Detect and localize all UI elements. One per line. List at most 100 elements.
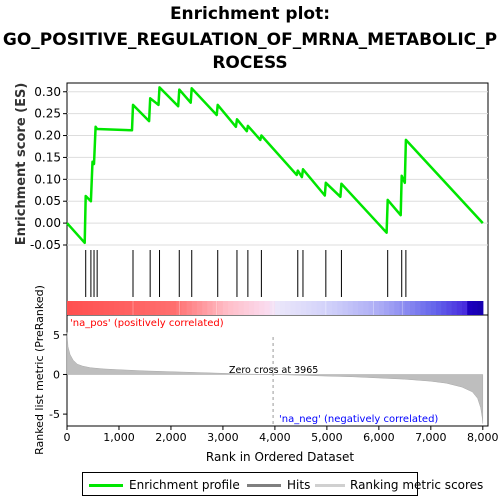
colorbar-segment [394, 301, 401, 315]
colorbar-segment [280, 301, 286, 315]
legend-hits-label: Hits [287, 478, 311, 492]
colorbar-segment [378, 301, 385, 315]
colorbar-segment [472, 301, 479, 315]
colorbar-segment [103, 301, 110, 315]
colorbar-segment [238, 301, 245, 315]
colorbar-segment [77, 301, 84, 315]
colorbar-segment [352, 301, 359, 315]
colorbar-segment [254, 301, 260, 315]
colorbar-segment [170, 301, 177, 315]
colorbar-segment [326, 301, 333, 315]
colorbar-segment [389, 301, 396, 315]
colorbar-segment [321, 301, 328, 315]
colorbar-segment [134, 301, 141, 315]
colorbar-segment [404, 301, 411, 315]
legend-es-label: Enrichment profile [129, 478, 240, 492]
colorbar-segment [82, 301, 89, 315]
colorbar-segment [243, 301, 250, 315]
colorbar-segment [425, 301, 432, 315]
colorbar-segment [124, 301, 130, 315]
colorbar-segment [456, 301, 463, 315]
colorbar-segment [202, 301, 208, 315]
legend-es-swatch [89, 484, 123, 487]
es-y-tick-label: 0.10 [34, 172, 61, 186]
colorbar-segment [373, 301, 380, 315]
x-tick-label: 2,000 [155, 431, 187, 444]
colorbar-segment [477, 301, 484, 315]
colorbar-segment [160, 301, 167, 315]
colorbar-segment [87, 301, 94, 315]
legend-metric-label: Ranking metric scores [350, 478, 484, 492]
colorbar-segment [233, 301, 240, 315]
colorbar-segment [415, 301, 422, 315]
colorbar-segment [462, 301, 468, 315]
x-tick-label: 4,000 [259, 431, 291, 444]
colorbar-segment [139, 301, 146, 315]
colorbar-segment [410, 301, 416, 315]
colorbar-segment [165, 301, 172, 315]
colorbar-segment [212, 301, 219, 315]
x-tick-label: 6,000 [363, 431, 395, 444]
pos-label: 'na_pos' (positively correlated) [70, 318, 224, 329]
colorbar-segment [446, 301, 453, 315]
colorbar-segment [259, 301, 266, 315]
es-y-tick-label: 0.30 [34, 85, 61, 99]
colorbar-segment [207, 301, 214, 315]
es-y-tick-label: 0.25 [34, 107, 61, 121]
x-tick-label: 1,000 [103, 431, 135, 444]
legend-hits-swatch [247, 484, 281, 487]
es-y-tick-label: 0.15 [34, 150, 61, 164]
es-axis-label: Enrichment score (ES) [14, 83, 29, 246]
colorbar-segment [295, 301, 302, 315]
x-tick-label: 3,000 [207, 431, 239, 444]
colorbar-segment [368, 301, 375, 315]
colorbar-segment [129, 301, 136, 315]
colorbar-segment [186, 301, 193, 315]
es-panel-frame [66, 82, 489, 246]
colorbar-segment [285, 301, 292, 315]
colorbar-segment [467, 301, 474, 315]
colorbar-segment [420, 301, 427, 315]
legend: Enrichment profile Hits Ranking metric s… [82, 472, 483, 496]
colorbar-segment [118, 301, 125, 315]
legend-metric-swatch [315, 484, 345, 487]
metric-y-tick-label: 5 [53, 329, 60, 342]
zero-cross-label: Zero cross at 3965 [229, 365, 318, 376]
es-line [66, 86, 484, 245]
colorbar-segment [332, 301, 338, 315]
colorbar-segment [222, 301, 229, 315]
es-y-tick-label: 0.05 [34, 194, 61, 208]
es-y-tick-label: -0.05 [30, 238, 61, 252]
colorbar-segment [347, 301, 354, 315]
x-tick-label: 7,000 [415, 431, 447, 444]
colorbar-segment [248, 301, 255, 315]
colorbar-segment [300, 301, 307, 315]
colorbar-segment [342, 301, 349, 315]
colorbar-segment [337, 301, 344, 315]
x-axis-label: Rank in Ordered Dataset [206, 450, 354, 464]
colorbar-segment [306, 301, 312, 315]
colorbar-segment [113, 301, 120, 315]
colorbar-segment [191, 301, 198, 315]
colorbar-segment [436, 301, 442, 315]
colorbar-segment [150, 301, 156, 315]
colorbar-segment [181, 301, 188, 315]
colorbar-segment [155, 301, 162, 315]
metric-y-tick-label: 0 [53, 368, 60, 381]
colorbar-segment [441, 301, 448, 315]
colorbar-segment [274, 301, 281, 315]
colorbar-segment [144, 301, 151, 315]
x-tick-label: 8,000 [467, 431, 499, 444]
colorbar-segment [311, 301, 318, 315]
colorbar-segment [430, 301, 437, 315]
colorbar-segment [228, 301, 234, 315]
colorbar-segment [108, 301, 115, 315]
colorbar-segment [358, 301, 364, 315]
colorbar-segment [384, 301, 390, 315]
colorbar-segment [264, 301, 271, 315]
colorbar-segment [363, 301, 370, 315]
chart-title-line-1: Enrichment plot: [169, 4, 331, 24]
metric-axis-label: Ranked list metric (PreRanked) [33, 285, 46, 455]
colorbar-segment [196, 301, 203, 315]
